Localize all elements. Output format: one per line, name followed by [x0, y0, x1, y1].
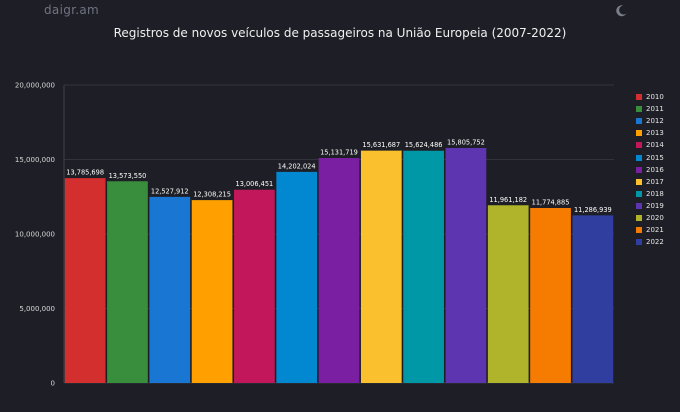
legend-label: 2017 — [646, 177, 664, 186]
legend-item-2014[interactable]: 2014 — [636, 139, 680, 151]
data-label: 11,286,939 — [574, 206, 612, 214]
legend-item-2016[interactable]: 2016 — [636, 164, 680, 176]
chart-legend: 2010 2011 2012 2013 2014 2015 2016 2017 2018 2019… — [636, 91, 680, 248]
legend-label: 2021 — [646, 226, 664, 235]
data-label: 15,624,486 — [405, 141, 443, 149]
legend-swatch — [636, 239, 642, 246]
legend-label: 2015 — [646, 153, 664, 162]
bar-2019 — [445, 147, 487, 383]
legend-swatch — [636, 106, 642, 113]
legend-swatch — [636, 178, 642, 185]
bar-2021 — [530, 207, 571, 383]
y-tick-label: 15,000,000 — [15, 156, 55, 164]
legend-label: 2022 — [646, 238, 664, 247]
legend-swatch — [636, 142, 642, 149]
legend-swatch — [636, 166, 642, 173]
legend-label: 2019 — [646, 201, 664, 210]
bar-2010 — [64, 177, 106, 383]
bar-2017 — [360, 150, 402, 383]
legend-swatch — [636, 118, 642, 125]
legend-label: 2018 — [646, 189, 664, 198]
bar-2013 — [191, 199, 233, 383]
data-label: 15,805,752 — [447, 138, 485, 146]
legend-label: 2011 — [646, 105, 664, 114]
data-label: 15,631,687 — [362, 141, 400, 149]
bar-2011 — [107, 180, 148, 383]
moon-icon[interactable] — [614, 3, 628, 17]
data-label: 14,202,024 — [278, 162, 316, 170]
legend-label: 2014 — [646, 141, 664, 150]
chart-title: Registros de novos veículos de passageir… — [113, 26, 567, 40]
data-label: 15,131,719 — [320, 149, 358, 157]
legend-swatch — [636, 154, 642, 161]
bar-2016 — [318, 157, 360, 383]
data-label: 11,961,182 — [489, 196, 527, 204]
legend-item-2017[interactable]: 2017 — [636, 176, 680, 188]
legend-swatch — [636, 202, 642, 209]
data-label: 12,527,912 — [151, 187, 189, 195]
bar-2014 — [234, 189, 275, 383]
data-label: 13,573,550 — [109, 172, 147, 180]
data-label: 11,774,885 — [532, 199, 570, 207]
legend-item-2015[interactable]: 2015 — [636, 151, 680, 163]
legend-item-2013[interactable]: 2013 — [636, 127, 680, 139]
legend-item-2011[interactable]: 2011 — [636, 103, 680, 115]
legend-item-2018[interactable]: 2018 — [636, 188, 680, 200]
legend-swatch — [636, 227, 642, 234]
bar-2015 — [276, 171, 318, 383]
legend-item-2022[interactable]: 2022 — [636, 236, 680, 248]
bar-2020 — [487, 204, 529, 383]
y-tick-label: 10,000,000 — [15, 231, 55, 239]
legend-label: 2010 — [646, 93, 664, 102]
bar-2018 — [403, 150, 444, 383]
bar-2012 — [149, 196, 191, 383]
legend-label: 2013 — [646, 129, 664, 138]
legend-label: 2020 — [646, 213, 664, 222]
y-tick-label: 20,000,000 — [15, 82, 55, 90]
data-label: 12,308,215 — [193, 191, 231, 199]
top-bar: daigr.am — [0, 0, 680, 22]
legend-label: 2016 — [646, 165, 664, 174]
legend-swatch — [636, 94, 642, 101]
legend-swatch — [636, 214, 642, 221]
app-logo[interactable]: daigr.am — [44, 3, 100, 17]
legend-item-2021[interactable]: 2021 — [636, 224, 680, 236]
legend-item-2019[interactable]: 2019 — [636, 200, 680, 212]
y-tick-label: 5,000,000 — [19, 305, 55, 313]
legend-item-2010[interactable]: 2010 — [636, 91, 680, 103]
y-tick-label: 0 — [51, 380, 55, 388]
legend-swatch — [636, 190, 642, 197]
data-label: 13,006,451 — [236, 180, 274, 188]
data-label: 13,785,698 — [66, 169, 104, 177]
legend-label: 2012 — [646, 117, 664, 126]
bar-2022 — [572, 214, 614, 383]
legend-swatch — [636, 130, 642, 137]
legend-item-2012[interactable]: 2012 — [636, 115, 680, 127]
legend-item-2020[interactable]: 2020 — [636, 212, 680, 224]
